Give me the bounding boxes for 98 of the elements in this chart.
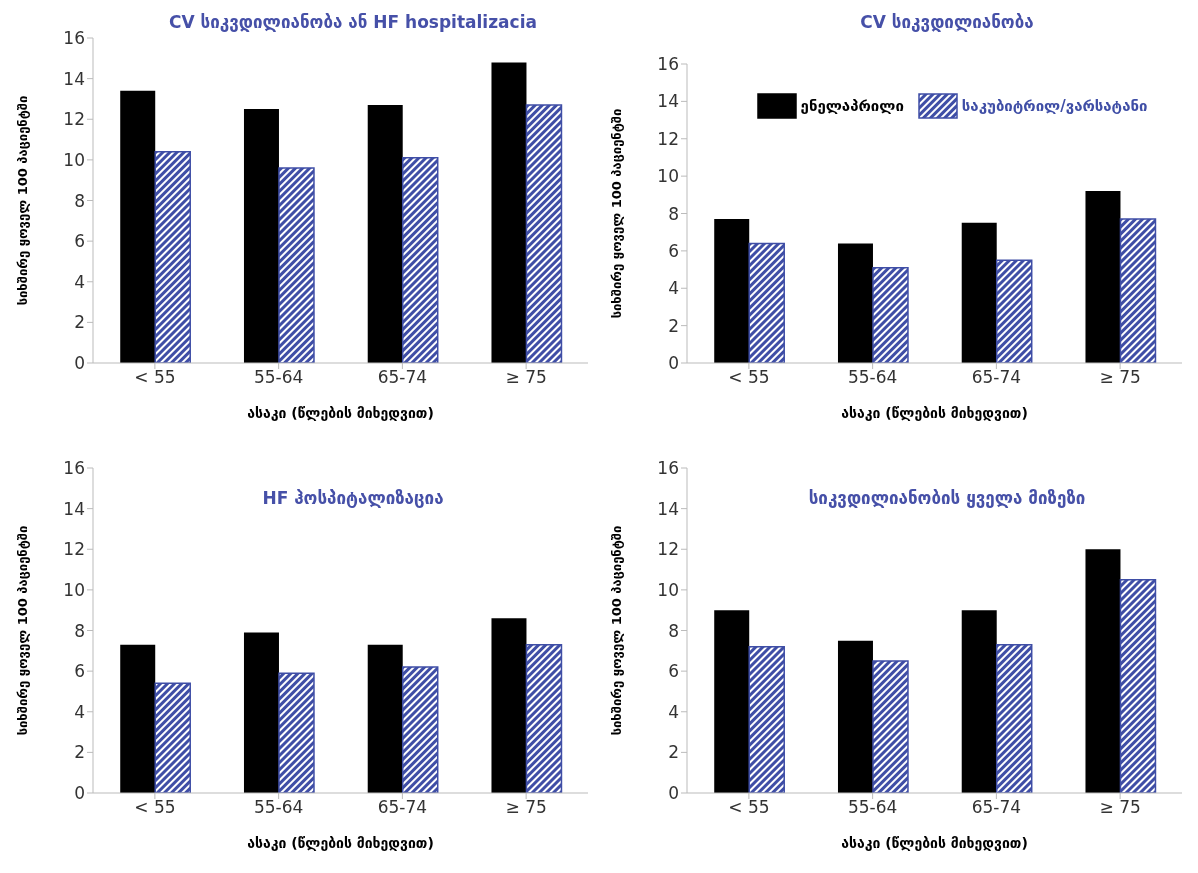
bar xyxy=(367,105,403,363)
x-tick-label: 55-64 xyxy=(253,797,304,818)
bar xyxy=(748,646,785,793)
y-tick-label: 4 xyxy=(668,701,679,722)
x-axis-title: ასაკი (წლების მიხედვით) xyxy=(247,405,434,421)
legend-label: ენელაპრილი xyxy=(800,97,904,115)
x-tick-label: 65-74 xyxy=(377,797,428,818)
y-tick-label: 2 xyxy=(668,742,679,763)
x-tick-label: < 55 xyxy=(134,797,176,818)
y-tick-label: 0 xyxy=(668,783,679,804)
y-tick-label: 14 xyxy=(63,68,85,89)
y-tick-label: 0 xyxy=(668,353,679,374)
bar xyxy=(525,643,563,793)
bar xyxy=(243,632,279,793)
y-tick-label: 10 xyxy=(63,579,85,600)
y-tick-label: 0 xyxy=(74,783,85,804)
bar xyxy=(367,644,403,793)
y-tick-label: 16 xyxy=(63,458,85,479)
y-tick-label: 6 xyxy=(74,661,85,682)
y-tick-label: 6 xyxy=(668,661,679,682)
y-tick-label: 8 xyxy=(668,203,679,224)
x-axis-title: ასაკი (წლების მიხედვით) xyxy=(841,405,1028,421)
bar xyxy=(401,666,439,793)
y-tick-label: 8 xyxy=(74,620,85,641)
bar xyxy=(278,672,315,793)
y-tick-label: 4 xyxy=(668,278,679,299)
y-tick-label: 2 xyxy=(74,742,85,763)
y-tick-label: 14 xyxy=(657,498,679,519)
y-axis-title: სიხშირე ყოველ 100 პაციენტში xyxy=(608,108,624,319)
y-tick-label: 8 xyxy=(74,190,85,211)
y-tick-label: 16 xyxy=(657,54,679,75)
y-tick-label: 2 xyxy=(668,315,679,336)
x-tick-label: < 55 xyxy=(134,367,176,388)
x-tick-label: 65-74 xyxy=(377,367,428,388)
y-tick-label: 0 xyxy=(74,353,85,374)
x-tick-label: ≥ 75 xyxy=(505,367,547,388)
bar xyxy=(525,104,563,363)
bar xyxy=(961,222,997,363)
y-tick-label: 12 xyxy=(63,539,85,560)
chart-title: CV სიკვდილიანობა ან HF hospitalizacia xyxy=(168,12,538,32)
bar xyxy=(837,640,873,793)
y-tick-label: 8 xyxy=(668,620,679,641)
y-tick-label: 6 xyxy=(668,240,679,261)
bar xyxy=(872,266,909,363)
bar xyxy=(243,109,279,363)
text: HF ჰოსპიტალიზაცია xyxy=(261,488,445,508)
legend-label: საკუბიტრილ/ვარსატანი xyxy=(961,97,1148,115)
x-axis-title: ასაკი (წლების მიხედვით) xyxy=(841,835,1028,851)
x-tick-label: < 55 xyxy=(728,797,770,818)
x-tick-label: ≥ 75 xyxy=(1099,367,1141,388)
bar xyxy=(961,610,997,793)
bar xyxy=(120,644,156,793)
x-tick-label: ≥ 75 xyxy=(505,797,547,818)
y-tick-label: 6 xyxy=(74,231,85,252)
bar xyxy=(1085,191,1121,363)
y-tick-label: 4 xyxy=(74,271,85,292)
y-tick-label: 16 xyxy=(63,28,85,49)
x-tick-label: ≥ 75 xyxy=(1099,797,1141,818)
y-tick-label: 12 xyxy=(657,128,679,149)
y-tick-label: 10 xyxy=(657,166,679,187)
bar xyxy=(154,682,191,793)
text: სიკვდილიანობის ყველა მიზეზი xyxy=(807,488,1087,508)
y-tick-label: 14 xyxy=(657,91,679,112)
bar xyxy=(401,157,439,363)
bar xyxy=(491,62,527,363)
y-tick-label: 10 xyxy=(63,149,85,170)
x-tick-label: 65-74 xyxy=(971,797,1022,818)
bar xyxy=(1119,218,1157,363)
y-tick-label: 12 xyxy=(657,539,679,560)
bar xyxy=(995,259,1033,363)
y-tick-label: 16 xyxy=(657,458,679,479)
bar xyxy=(995,643,1033,793)
x-tick-label: 55-64 xyxy=(253,367,304,388)
bar xyxy=(154,151,191,363)
bar xyxy=(1085,549,1121,793)
x-tick-label: < 55 xyxy=(728,367,770,388)
y-tick-label: 2 xyxy=(74,312,85,333)
y-tick-label: 4 xyxy=(74,701,85,722)
chart-title: CV სიკვდილიანობა xyxy=(859,12,1035,32)
x-axis-title: ასაკი (წლების მიხედვით) xyxy=(247,835,434,851)
y-tick-label: 10 xyxy=(657,579,679,600)
y-axis-title: სიხშირე ყოველ 100 პაციენტში xyxy=(14,95,30,306)
y-tick-label: 12 xyxy=(63,109,85,130)
y-axis-title: სიხშირე ყოველ 100 პაციენტში xyxy=(14,525,30,736)
bar xyxy=(872,660,909,793)
bar xyxy=(120,90,156,363)
bar xyxy=(491,618,527,793)
bar xyxy=(837,243,873,363)
bar xyxy=(278,167,315,363)
y-tick-label: 14 xyxy=(63,498,85,519)
bar xyxy=(714,610,750,793)
bar xyxy=(748,242,785,363)
x-tick-label: 55-64 xyxy=(847,367,898,388)
x-tick-label: 55-64 xyxy=(847,797,898,818)
bar xyxy=(714,219,750,363)
x-tick-label: 65-74 xyxy=(971,367,1022,388)
bar xyxy=(1119,578,1157,793)
y-axis-title: სიხშირე ყოველ 100 პაციენტში xyxy=(608,525,624,736)
